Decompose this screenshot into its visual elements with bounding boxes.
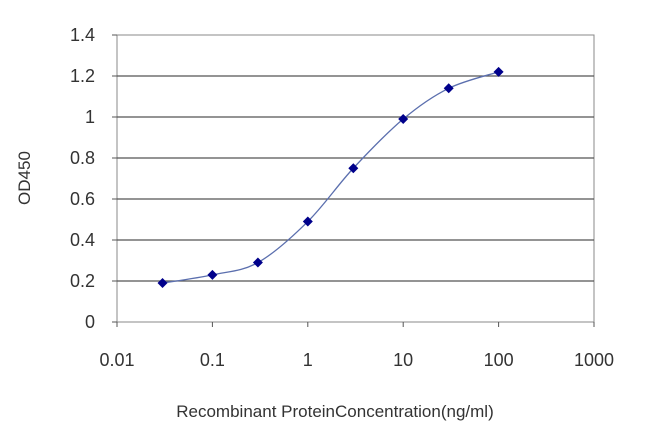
- data-point: [252, 257, 263, 268]
- y-axis-tick-labels: 0 0.2 0.4 0.6 0.8 1 1.2 1.4: [70, 25, 117, 332]
- y-tick-label: 1.2: [70, 66, 95, 86]
- x-axis-tick-labels: 0.01 0.1 1 10 100 1000: [99, 322, 614, 370]
- data-point: [398, 114, 409, 125]
- y-tick-label: 0.6: [70, 189, 95, 209]
- data-point: [302, 216, 313, 227]
- data-point: [157, 278, 168, 289]
- gridlines: [117, 75, 594, 282]
- x-axis-title: Recombinant ProteinConcentration(ng/ml): [176, 402, 494, 421]
- y-tick-label: 0.8: [70, 148, 95, 168]
- plot-area: [116, 34, 595, 323]
- y-tick-label: 0: [85, 312, 95, 332]
- y-axis-title: OD450: [15, 151, 34, 205]
- data-point: [348, 163, 359, 174]
- y-tick-label: 1.4: [70, 25, 95, 45]
- series-curve: [162, 71, 499, 284]
- data-point: [207, 269, 218, 280]
- y-tick-label: 0.4: [70, 230, 95, 250]
- y-tick-label: 1: [85, 107, 95, 127]
- x-tick-label: 1000: [574, 350, 614, 370]
- x-tick-label: 1: [303, 350, 313, 370]
- x-tick-label: 100: [484, 350, 514, 370]
- y-tick-label: 0.2: [70, 271, 95, 291]
- x-tick-label: 0.01: [99, 350, 134, 370]
- data-point: [493, 66, 504, 77]
- data-points: [157, 66, 504, 289]
- data-point: [443, 83, 454, 94]
- x-tick-label: 0.1: [200, 350, 225, 370]
- x-tick-label: 10: [393, 350, 413, 370]
